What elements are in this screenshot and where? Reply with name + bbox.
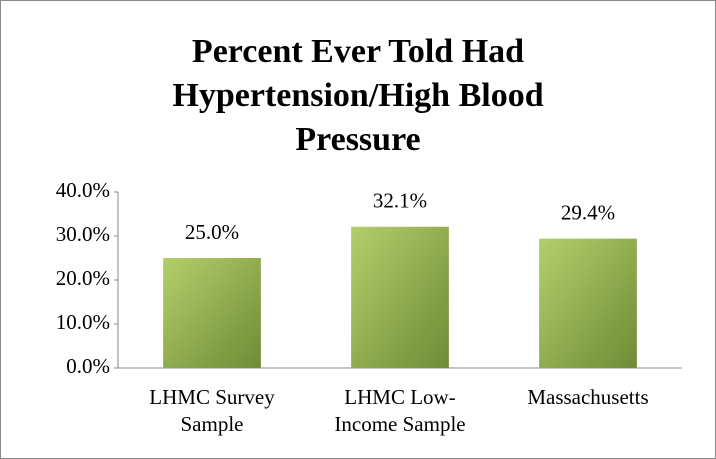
bar <box>351 226 449 368</box>
bar <box>163 258 261 368</box>
data-label: 32.1% <box>373 189 427 213</box>
y-tick-label: 10.0% <box>56 310 110 334</box>
y-tick-label: 20.0% <box>56 266 110 290</box>
x-tick-label: Massachusetts <box>527 385 649 409</box>
x-tick-label: LHMC Survey Sample <box>149 385 275 436</box>
y-tick-label: 30.0% <box>56 222 110 246</box>
data-label: 25.0% <box>185 220 239 244</box>
y-tick-label: 40.0% <box>56 178 110 202</box>
bar <box>539 238 637 368</box>
chart-title: Percent Ever Told Had Hypertension/High … <box>172 33 544 158</box>
x-tick-label: LHMC Low-Income Sample <box>334 385 466 436</box>
data-label: 29.4% <box>561 200 615 224</box>
y-tick-label: 0.0% <box>66 354 110 378</box>
